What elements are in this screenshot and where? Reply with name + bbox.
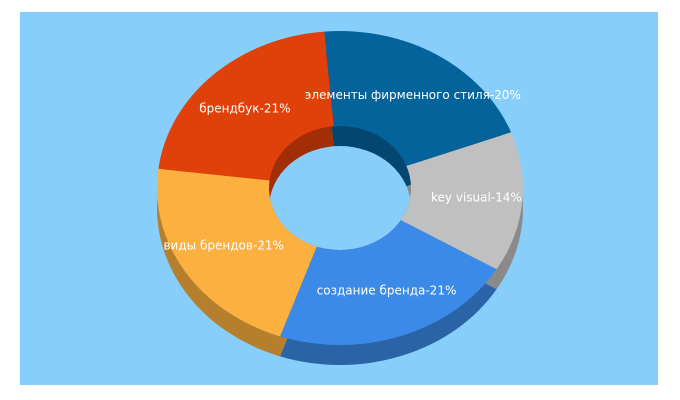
top-layer [157, 31, 523, 345]
slice-label: виды брендов-21% [163, 238, 283, 252]
slice-label: элементы фирменного стиля-20% [305, 88, 521, 102]
slice-label: брендбук-21% [199, 102, 290, 116]
slice-label: key visual-14% [431, 190, 522, 204]
hole [269, 146, 411, 250]
slice [324, 31, 512, 167]
slice-label: создание бренда-21% [317, 283, 457, 297]
slice [400, 132, 523, 270]
labels: элементы фирменного стиля-20% key visual-… [163, 88, 521, 298]
slice [157, 168, 317, 337]
slice [158, 31, 334, 181]
slice [280, 220, 497, 345]
